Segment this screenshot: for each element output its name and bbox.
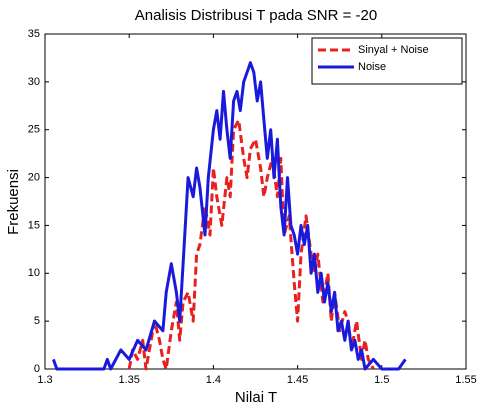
- x-tick-label: 1.55: [455, 374, 476, 386]
- x-axis-label: Nilai T: [235, 389, 277, 406]
- x-tick-label: 1.4: [206, 374, 221, 386]
- y-tick-label: 20: [28, 171, 40, 183]
- y-tick-label: 35: [28, 28, 40, 40]
- x-tick-label: 1.35: [118, 374, 139, 386]
- y-tick-label: 10: [28, 267, 40, 279]
- legend-label: Sinyal + Noise: [358, 44, 429, 56]
- y-tick-label: 30: [28, 76, 40, 88]
- series-line: [51, 61, 407, 371]
- chart-title: Analisis Distribusi T pada SNR = -20: [135, 7, 377, 24]
- x-tick-label: 1.3: [37, 374, 52, 386]
- legend-box: [311, 37, 463, 85]
- x-tick-label: 1.45: [287, 374, 308, 386]
- y-tick-label: 5: [34, 315, 40, 327]
- y-tick-label: 0: [34, 363, 40, 375]
- x-tick-label: 1.5: [374, 374, 389, 386]
- y-tick-label: 15: [28, 219, 40, 231]
- legend-label: Noise: [358, 61, 386, 73]
- y-tick-label: 25: [28, 124, 40, 136]
- y-axis-label: Frekuensi: [5, 169, 22, 235]
